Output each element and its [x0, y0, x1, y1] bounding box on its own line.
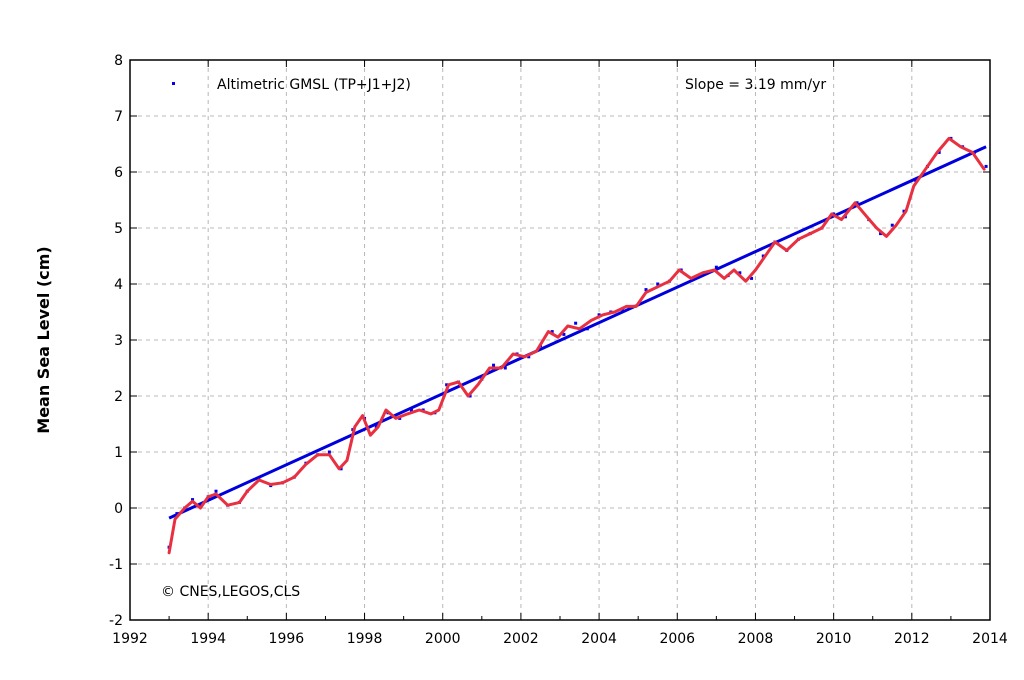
legend-marker — [172, 82, 175, 85]
data-point — [597, 313, 601, 317]
data-point — [855, 201, 859, 205]
smoothed-gmsl-line — [167, 136, 986, 555]
x-tick-label: 1996 — [269, 631, 305, 647]
data-point — [492, 363, 496, 367]
data-point — [644, 288, 648, 292]
y-tick-label: 5 — [114, 221, 123, 237]
legend-label: Altimetric GMSL (TP+J1+J2) — [217, 77, 411, 93]
data-point — [890, 223, 894, 227]
data-point — [902, 209, 906, 213]
x-tick-label: 2008 — [738, 631, 774, 647]
data-point — [198, 503, 202, 507]
x-tick-label: 2006 — [659, 631, 695, 647]
data-point — [738, 271, 742, 275]
x-tick-label: 1992 — [112, 631, 148, 647]
y-axis-title: Mean Sea Level (cm) — [34, 246, 53, 433]
slope-annotation: Slope = 3.19 mm/yr — [685, 77, 826, 93]
x-tick-label: 2002 — [503, 631, 539, 647]
data-point — [562, 332, 566, 336]
data-point — [972, 150, 976, 154]
data-point — [175, 512, 179, 516]
y-tick-label: 8 — [114, 53, 123, 69]
data-point — [656, 282, 660, 286]
legend: Altimetric GMSL (TP+J1+J2) — [172, 77, 411, 93]
data-point — [550, 330, 554, 334]
data-point — [914, 178, 918, 182]
credit-annotation: © CNES,LEGOS,CLS — [161, 584, 300, 600]
data-point — [503, 366, 507, 370]
data-point — [761, 254, 765, 258]
x-tick-label: 2004 — [581, 631, 617, 647]
y-tick-label: -1 — [109, 557, 123, 573]
y-tick-label: 6 — [114, 165, 123, 181]
data-point — [714, 265, 718, 269]
x-tick-label: 1998 — [347, 631, 383, 647]
x-tick-label: 2012 — [894, 631, 930, 647]
smoothed-line-layer — [167, 136, 986, 555]
data-point — [585, 327, 589, 331]
y-tick-labels: -2 -1 0 1 2 3 4 5 6 7 8 — [109, 53, 123, 629]
data-point — [574, 321, 578, 325]
y-tick-label: 3 — [114, 333, 123, 349]
x-tick-label: 2014 — [972, 631, 1008, 647]
x-tick-labels: 1992 1994 1996 1998 2000 2002 2004 2006 2008 2010… — [112, 631, 1008, 647]
y-tick-label: -2 — [109, 613, 123, 629]
x-tick-label: 2000 — [425, 631, 461, 647]
y-tick-label: 1 — [114, 445, 123, 461]
data-point — [327, 450, 331, 454]
axis-ticks — [129, 59, 991, 621]
y-tick-label: 4 — [114, 277, 123, 293]
data-point — [191, 498, 195, 502]
grid-lines — [130, 60, 990, 620]
x-tick-label: 1994 — [190, 631, 226, 647]
x-tick-label: 2010 — [816, 631, 852, 647]
data-point — [750, 276, 754, 280]
data-point — [879, 232, 883, 236]
data-point — [527, 355, 531, 359]
y-tick-label: 0 — [114, 501, 123, 517]
data-point — [214, 489, 218, 493]
data-point — [984, 164, 988, 168]
data-point — [937, 150, 941, 154]
y-tick-label: 7 — [114, 109, 123, 125]
data-point — [409, 408, 413, 412]
data-point — [445, 383, 449, 387]
y-tick-label: 2 — [114, 389, 123, 405]
